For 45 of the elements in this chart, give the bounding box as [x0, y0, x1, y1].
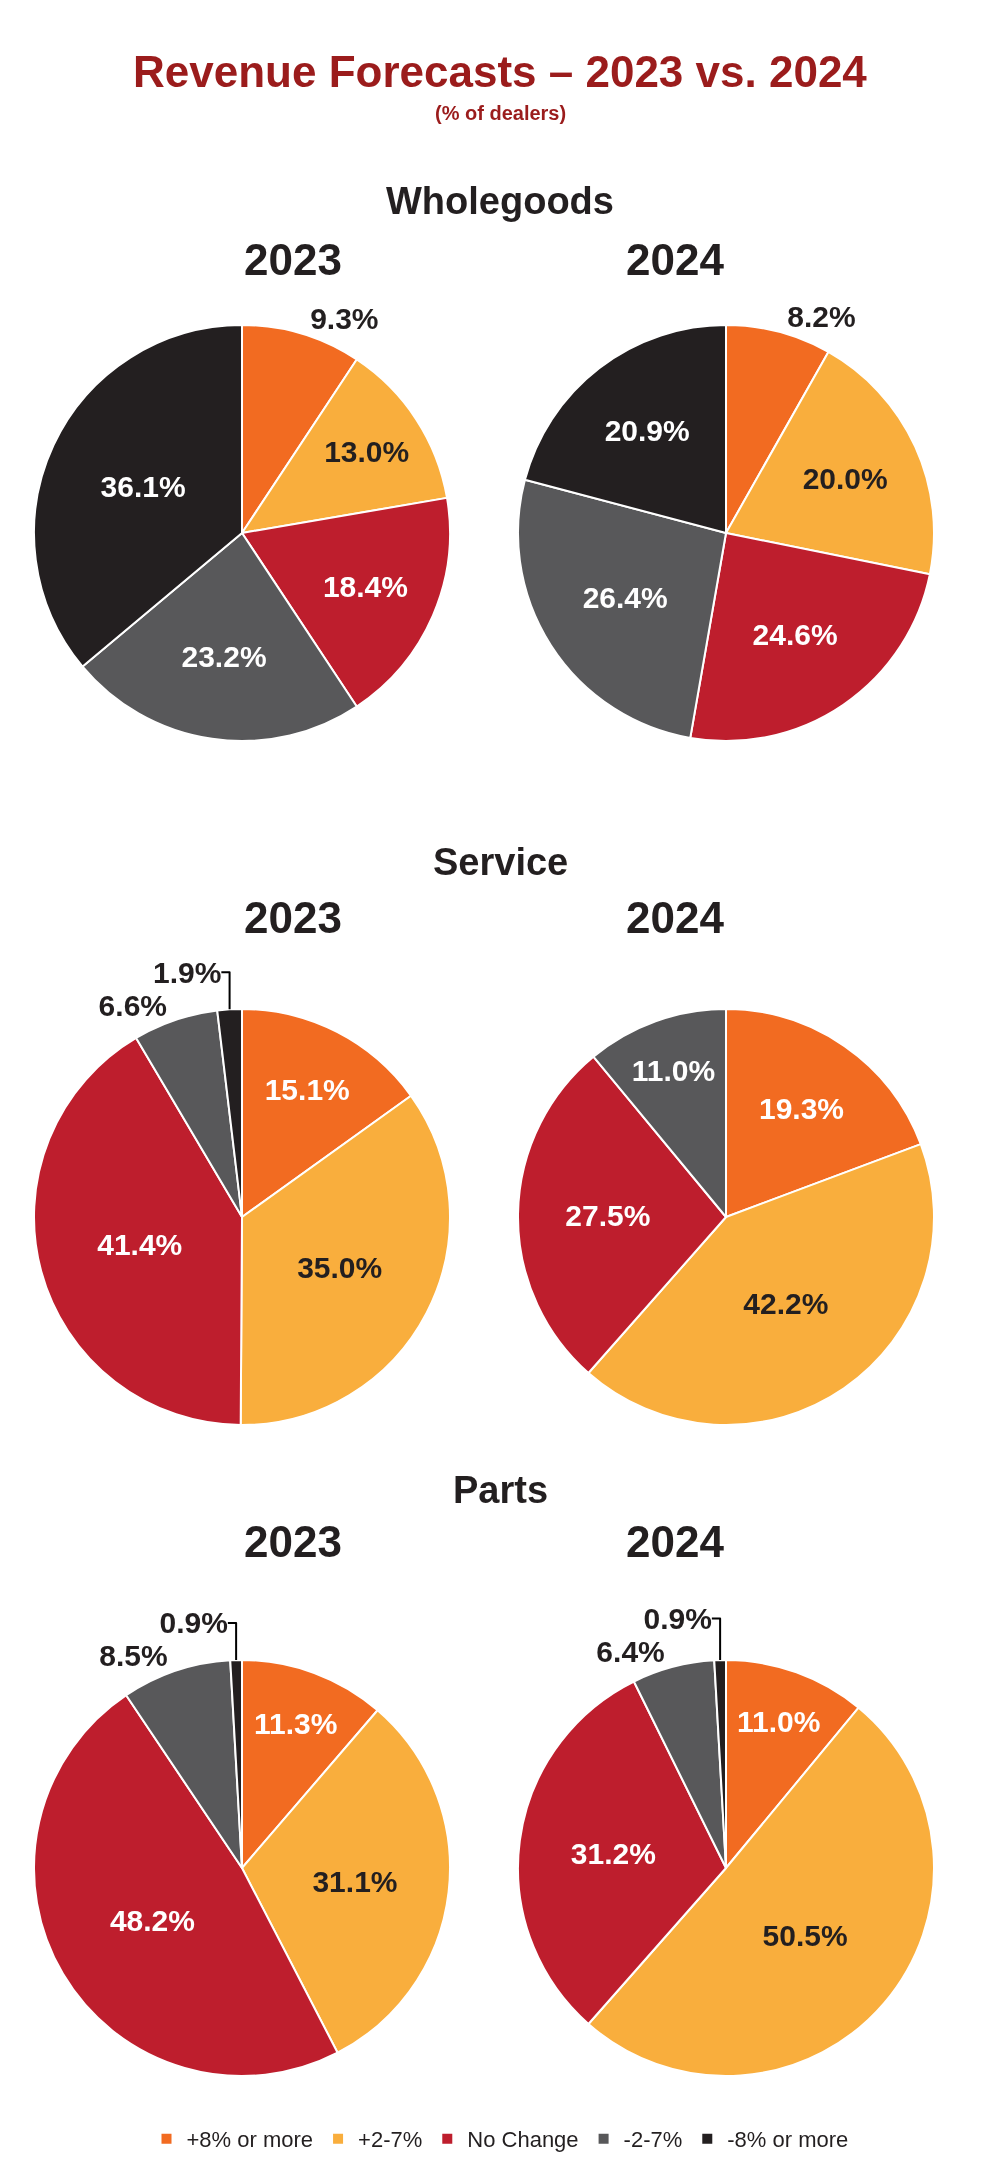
data-label: 42.2%	[743, 1287, 829, 1321]
data-label: 50.5%	[762, 1919, 848, 1953]
data-label: 36.1%	[100, 470, 186, 504]
data-label: 27.5%	[565, 1198, 651, 1232]
chart-title: 2024	[626, 893, 725, 942]
text: 2023	[244, 1517, 342, 1566]
data-label: 48.2%	[109, 1904, 195, 1938]
data-label: 23.2%	[181, 640, 267, 674]
data-label: 8.2%	[787, 299, 856, 333]
data-label: 31.2%	[570, 1836, 656, 1870]
chart-title: 2024	[626, 235, 725, 284]
data-label: 13.0%	[324, 435, 410, 469]
data-label: 0.9%	[643, 1601, 712, 1635]
data-label: 8.5%	[99, 1639, 168, 1673]
legend-label: -2-7%	[623, 2127, 683, 2153]
text: 2023	[244, 893, 342, 942]
data-label: 19.3%	[758, 1091, 845, 1125]
data-label: 20.9%	[604, 414, 690, 448]
text: Revenue Forecasts – 2023 vs. 2024	[133, 47, 868, 96]
data-label: 11.0%	[736, 1705, 821, 1739]
data-label: 18.4%	[322, 569, 408, 603]
chart-title: 2024	[626, 1517, 725, 1566]
legend-label: -8% or more	[727, 2127, 849, 2153]
data-label: 35.0%	[297, 1251, 383, 1285]
data-label: 24.6%	[752, 617, 838, 651]
text: (% of dealers)	[435, 102, 567, 124]
data-label: 31.1%	[312, 1864, 398, 1898]
data-label: 11.0%	[631, 1054, 716, 1088]
data-label: 15.1%	[264, 1073, 350, 1107]
text: Parts	[453, 1469, 549, 1511]
data-label: 6.4%	[596, 1634, 665, 1668]
data-label: 20.0%	[802, 462, 888, 496]
chart-title: 2023	[244, 235, 342, 284]
legend-label: +2-7%	[358, 2127, 423, 2153]
text: Service	[433, 841, 569, 883]
text: Wholegoods	[386, 180, 614, 222]
data-label: 11.3%	[253, 1706, 338, 1740]
data-label: 41.4%	[97, 1228, 183, 1262]
data-label: 6.6%	[98, 988, 167, 1022]
data-label: 9.3%	[310, 302, 379, 336]
data-label: 1.9%	[152, 955, 222, 989]
data-label: 26.4%	[582, 581, 668, 615]
legend-label: +8% or more	[186, 2127, 314, 2153]
legend-label: No Change	[467, 2127, 579, 2153]
data-label: 0.9%	[159, 1606, 228, 1640]
